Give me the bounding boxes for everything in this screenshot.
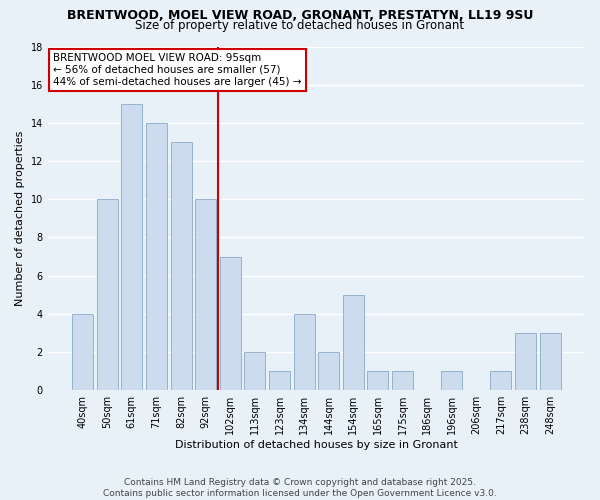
X-axis label: Distribution of detached houses by size in Gronant: Distribution of detached houses by size … bbox=[175, 440, 458, 450]
Bar bbox=[293, 314, 314, 390]
Bar bbox=[195, 200, 216, 390]
Bar bbox=[121, 104, 142, 390]
Text: BRENTWOOD, MOEL VIEW ROAD, GRONANT, PRESTATYN, LL19 9SU: BRENTWOOD, MOEL VIEW ROAD, GRONANT, PRES… bbox=[67, 9, 533, 22]
Bar bbox=[170, 142, 191, 390]
Y-axis label: Number of detached properties: Number of detached properties bbox=[15, 130, 25, 306]
Bar bbox=[392, 371, 413, 390]
Bar bbox=[515, 333, 536, 390]
Bar bbox=[220, 256, 241, 390]
Bar bbox=[72, 314, 93, 390]
Bar bbox=[441, 371, 462, 390]
Bar bbox=[269, 371, 290, 390]
Bar bbox=[539, 333, 560, 390]
Text: Contains HM Land Registry data © Crown copyright and database right 2025.
Contai: Contains HM Land Registry data © Crown c… bbox=[103, 478, 497, 498]
Bar bbox=[146, 123, 167, 390]
Bar bbox=[244, 352, 265, 390]
Bar bbox=[367, 371, 388, 390]
Text: BRENTWOOD MOEL VIEW ROAD: 95sqm
← 56% of detached houses are smaller (57)
44% of: BRENTWOOD MOEL VIEW ROAD: 95sqm ← 56% of… bbox=[53, 54, 302, 86]
Bar bbox=[318, 352, 339, 390]
Bar bbox=[97, 200, 118, 390]
Bar bbox=[490, 371, 511, 390]
Text: Size of property relative to detached houses in Gronant: Size of property relative to detached ho… bbox=[136, 19, 464, 32]
Bar bbox=[343, 294, 364, 390]
